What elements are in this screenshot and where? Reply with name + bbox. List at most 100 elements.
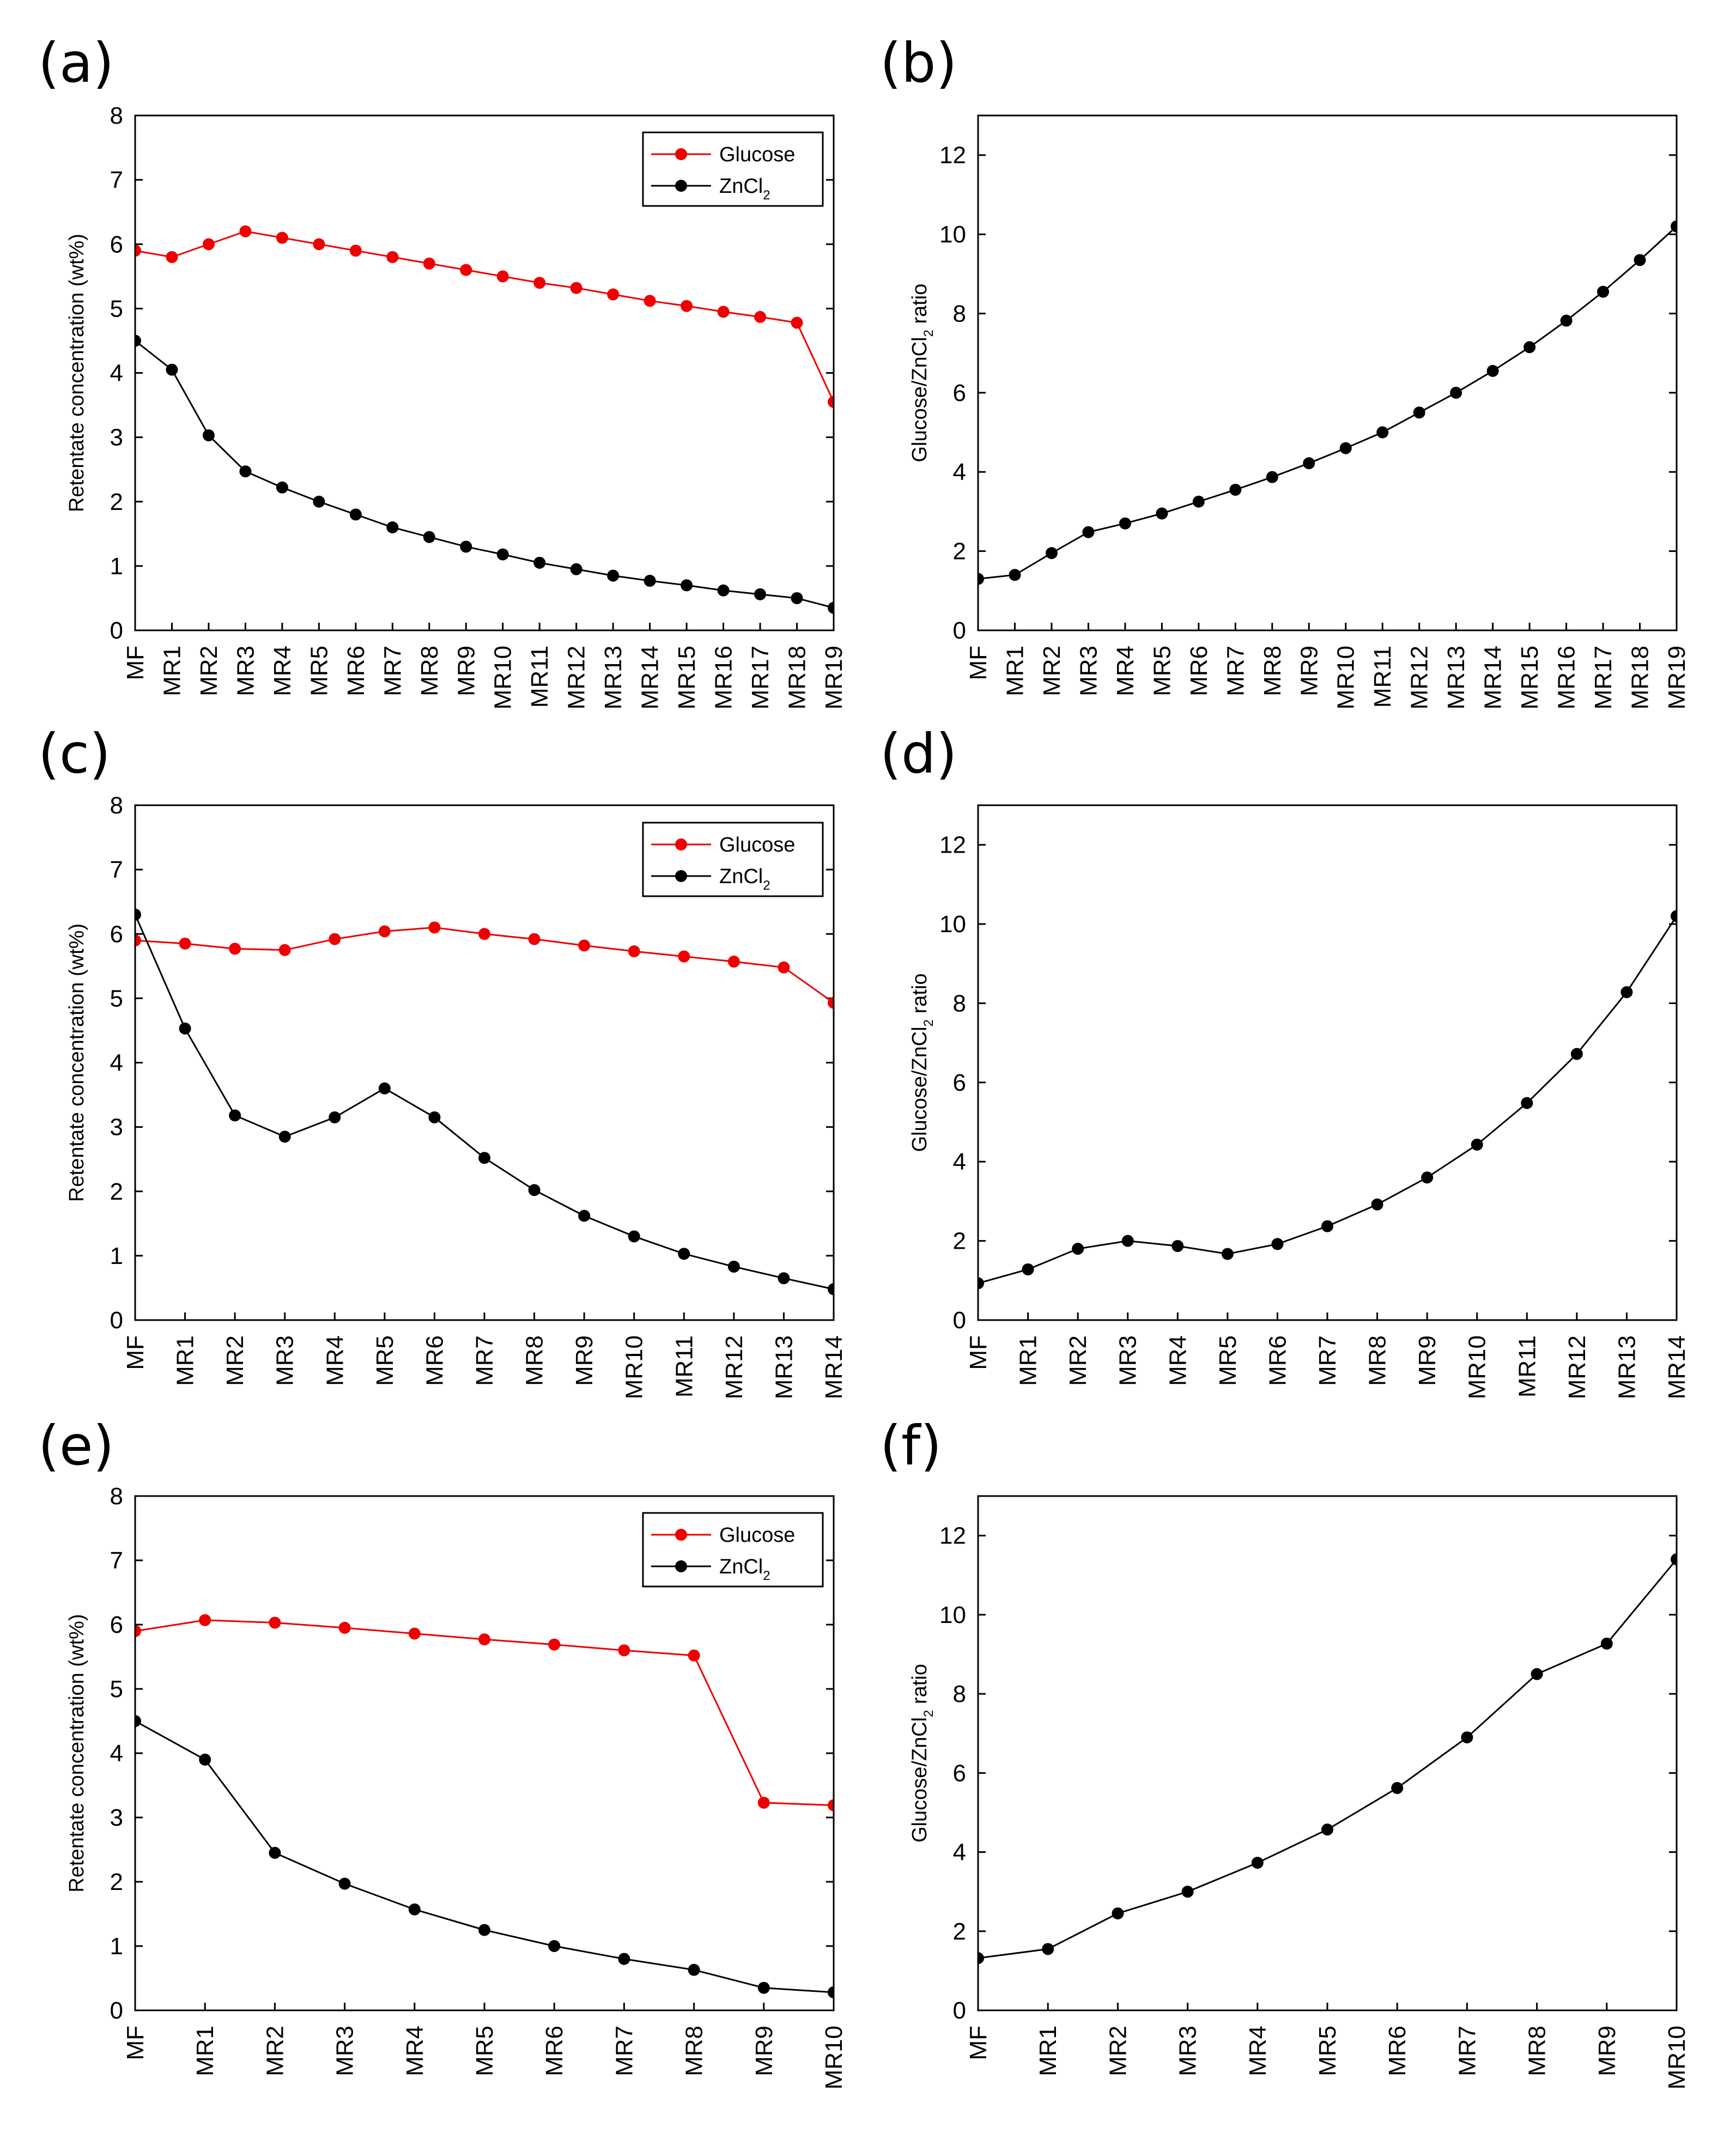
x-tick-label: MR4 <box>402 2026 428 2076</box>
series-group <box>135 908 834 1296</box>
x-tick-label: MR14 <box>1664 1335 1690 1399</box>
x-tick-label: MR5 <box>1215 1335 1241 1386</box>
data-point <box>644 295 656 307</box>
x-tick-label: MF <box>965 2026 992 2060</box>
legend-label-subscript: 2 <box>763 188 770 203</box>
legend-label-subscript: 2 <box>763 1569 770 1583</box>
data-point <box>135 1625 141 1637</box>
data-point <box>717 584 730 597</box>
data-point <box>828 1799 834 1811</box>
y-tick-label: 4 <box>953 459 966 485</box>
data-point <box>1229 483 1242 496</box>
data-point <box>717 306 730 318</box>
y-tick-label: 10 <box>939 221 966 248</box>
x-tick-label: MR3 <box>1075 646 1102 696</box>
x-tick-label: MR13 <box>600 646 627 709</box>
x-tick-label: MR5 <box>372 1335 398 1386</box>
data-point <box>1560 314 1573 327</box>
data-point <box>757 1796 770 1809</box>
data-point <box>229 943 241 955</box>
data-point <box>349 245 362 257</box>
data-point <box>828 396 834 408</box>
data-point <box>166 363 178 376</box>
legend-label: Glucose <box>719 143 795 166</box>
data-point <box>199 1614 211 1626</box>
y-axis-title-tail: ratio <box>908 283 931 329</box>
x-tick-label: MR6 <box>541 2026 568 2076</box>
x-tick-label: MR13 <box>1443 646 1470 709</box>
data-point <box>460 264 472 276</box>
series-group <box>978 220 1677 585</box>
x-tick-label: MF <box>122 646 149 680</box>
y-axis-title: Glucose/ZnCl2 ratio <box>908 1664 936 1843</box>
x-tick-label: MR19 <box>1664 646 1690 709</box>
data-point <box>533 277 546 289</box>
data-point <box>1600 1637 1613 1650</box>
y-tick-label: 2 <box>110 1869 123 1895</box>
data-point <box>828 1986 834 1998</box>
data-point <box>478 1924 490 1936</box>
data-point <box>727 956 740 968</box>
y-tick-label: 8 <box>953 300 966 327</box>
x-tick-label: MR10 <box>621 1335 648 1399</box>
y-tick-label: 6 <box>953 1760 966 1786</box>
data-point <box>607 569 620 582</box>
x-tick-label: MR8 <box>1364 1335 1391 1386</box>
x-tick-label: MR7 <box>611 2026 638 2076</box>
data-point <box>1266 471 1278 483</box>
data-point <box>1303 457 1315 470</box>
y-tick-label: 6 <box>953 1069 966 1096</box>
data-point <box>1072 1243 1084 1255</box>
x-tick-label: MR8 <box>1259 646 1286 696</box>
data-point <box>828 996 834 1009</box>
y-tick-label: 2 <box>953 538 966 565</box>
data-point <box>1486 364 1499 377</box>
y-tick-label: 6 <box>953 380 966 406</box>
data-point <box>533 556 546 569</box>
x-tick-label: MR8 <box>1524 2026 1551 2076</box>
panel-label: (f) <box>880 1414 942 1478</box>
series-line <box>135 340 834 609</box>
y-tick-label: 0 <box>110 617 123 644</box>
data-point <box>1042 1943 1054 1955</box>
data-point <box>791 317 803 329</box>
data-point <box>428 1111 441 1123</box>
y-tick-label: 0 <box>953 1997 966 2024</box>
data-point <box>1121 1235 1134 1247</box>
data-point <box>135 245 141 257</box>
x-tick-label: MR7 <box>379 646 406 696</box>
data-point <box>313 238 325 251</box>
y-axis-title: Glucose/ZnCl2 ratio <box>908 973 936 1152</box>
x-tick-label: MR4 <box>321 1335 348 1386</box>
data-point <box>688 1963 700 1976</box>
data-point <box>1251 1857 1264 1869</box>
x-tick-label: MR7 <box>1222 646 1249 696</box>
y-tick-label: 10 <box>939 911 966 938</box>
x-tick-label: MR5 <box>471 2026 498 2076</box>
y-axis-title-subscript: 2 <box>921 330 936 337</box>
x-tick-label: MR3 <box>332 2026 359 2076</box>
data-point <box>386 521 399 533</box>
data-point <box>1221 1248 1234 1260</box>
data-point <box>578 1209 591 1222</box>
x-tick-label: MR14 <box>1480 646 1507 709</box>
data-point <box>1531 1668 1543 1680</box>
data-point <box>978 573 984 585</box>
data-point <box>727 1260 740 1273</box>
y-tick-label: 6 <box>110 1612 123 1638</box>
data-point <box>423 257 435 270</box>
x-tick-label: MR16 <box>1553 646 1580 709</box>
x-tick-label: MR3 <box>1115 1335 1142 1386</box>
data-point <box>135 335 141 347</box>
legend-label: ZnCl2 <box>719 1555 770 1583</box>
data-point <box>496 270 509 283</box>
data-point <box>1119 517 1131 530</box>
x-tick-label: MR10 <box>1664 2026 1690 2089</box>
data-point <box>1321 1823 1333 1836</box>
x-tick-label: MR3 <box>232 646 259 696</box>
data-point <box>1521 1097 1533 1109</box>
y-axis-title: Retentate concentration (wt%) <box>65 1614 88 1892</box>
plot-frame <box>134 1495 835 2011</box>
chart-panel: (e) 0 1 2 3 4 5 6 7 8 MF MR1 MR2 MR3 MR4 MR5 MR6 MR7 MR8 MR… <box>38 1414 847 2089</box>
